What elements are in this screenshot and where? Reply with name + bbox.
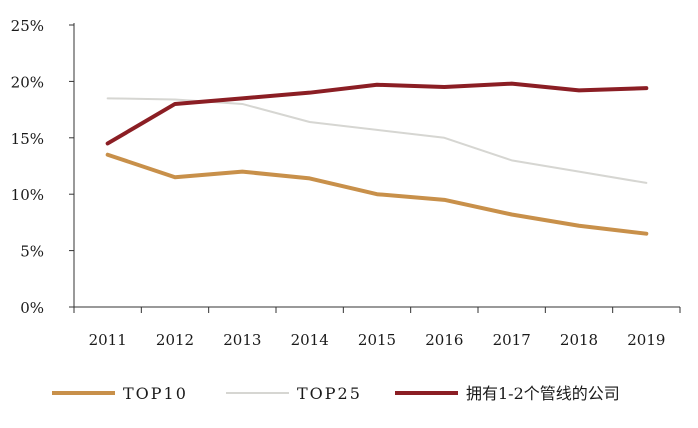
axes: 0% 5% 10% 15% 20% 25% 2011 2012 2013 2014 2015 2016…	[11, 17, 681, 349]
y-tick-label: 15%	[11, 130, 44, 148]
legend: TOP10 TOP25 拥有1-2个管线的公司	[52, 384, 620, 403]
legend-label: TOP10	[123, 384, 188, 403]
series-line-small-pipeline	[105, 81, 649, 146]
y-tick-label: 5%	[20, 243, 44, 261]
legend-label: TOP25	[297, 384, 362, 403]
y-tick-label: 20%	[11, 73, 44, 91]
x-tick-label: 2014	[291, 331, 329, 349]
y-tick-label: 0%	[20, 299, 44, 317]
x-tick-label: 2019	[627, 331, 665, 349]
y-tick-label: 25%	[11, 17, 44, 35]
x-tick-label: 2011	[89, 331, 127, 349]
x-tick-label: 2017	[493, 331, 531, 349]
series-lines	[105, 81, 649, 236]
x-tick-label: 2012	[156, 331, 194, 349]
series-line-top10	[105, 152, 649, 236]
x-tick-label: 2013	[223, 331, 261, 349]
x-tick-label: 2018	[560, 331, 598, 349]
y-tick-label: 10%	[11, 186, 44, 204]
series-line-top25	[106, 97, 648, 184]
x-tick-label: 2016	[425, 331, 463, 349]
legend-label: 拥有1-2个管线的公司	[466, 384, 620, 403]
x-tick-label: 2015	[358, 331, 396, 349]
